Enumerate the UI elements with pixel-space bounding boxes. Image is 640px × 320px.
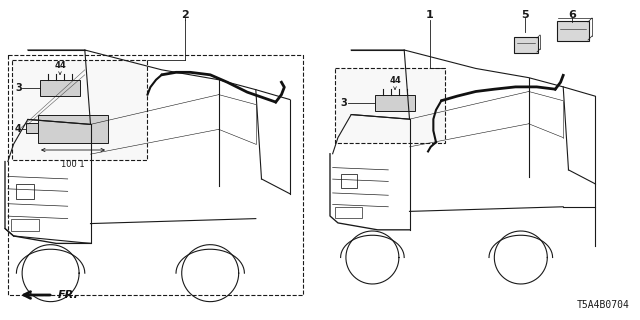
Bar xyxy=(335,68,445,143)
Text: 44: 44 xyxy=(389,76,401,85)
Bar xyxy=(375,95,415,111)
Text: 4: 4 xyxy=(15,124,22,134)
FancyBboxPatch shape xyxy=(557,21,589,41)
Text: 3: 3 xyxy=(340,98,347,108)
Bar xyxy=(17,184,33,199)
Bar xyxy=(8,55,303,295)
Text: 1: 1 xyxy=(426,10,434,20)
Text: FR.: FR. xyxy=(58,290,79,300)
Bar xyxy=(335,207,362,218)
Bar xyxy=(38,115,108,143)
Text: 2: 2 xyxy=(181,10,189,20)
Ellipse shape xyxy=(413,124,432,133)
Bar xyxy=(12,60,147,160)
Text: 44: 44 xyxy=(54,61,66,70)
FancyBboxPatch shape xyxy=(514,37,538,53)
Text: 6: 6 xyxy=(568,10,576,20)
Text: T5A4B0704: T5A4B0704 xyxy=(577,300,630,310)
Ellipse shape xyxy=(95,129,115,139)
Text: 5: 5 xyxy=(521,10,529,20)
Bar xyxy=(340,174,356,188)
Text: 3: 3 xyxy=(15,83,22,93)
Text: 100 1: 100 1 xyxy=(61,160,85,169)
Bar xyxy=(11,219,39,231)
Bar xyxy=(40,80,80,96)
Bar xyxy=(26,123,38,133)
